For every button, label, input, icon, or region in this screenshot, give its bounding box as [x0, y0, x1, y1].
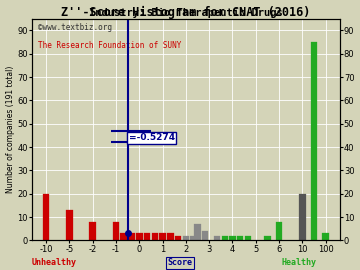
- Bar: [311, 42, 317, 241]
- Bar: [299, 194, 306, 241]
- Bar: [89, 222, 96, 241]
- Bar: [113, 222, 119, 241]
- Bar: [43, 194, 49, 241]
- Bar: [221, 236, 228, 241]
- Bar: [144, 234, 150, 241]
- Y-axis label: Number of companies (191 total): Number of companies (191 total): [5, 66, 14, 193]
- Bar: [237, 236, 243, 241]
- Bar: [213, 236, 220, 241]
- Text: Healthy: Healthy: [281, 258, 316, 267]
- Bar: [152, 234, 158, 241]
- Bar: [183, 236, 189, 241]
- Bar: [129, 234, 135, 241]
- Bar: [323, 234, 329, 241]
- Text: Unhealthy: Unhealthy: [32, 258, 76, 267]
- Bar: [66, 210, 73, 241]
- Bar: [202, 231, 208, 241]
- Bar: [229, 236, 236, 241]
- Title: Z''-Score Histogram for CNAT (2016): Z''-Score Histogram for CNAT (2016): [61, 6, 311, 19]
- Bar: [245, 236, 251, 241]
- Bar: [276, 222, 282, 241]
- Bar: [194, 224, 201, 241]
- Text: The Research Foundation of SUNY: The Research Foundation of SUNY: [38, 41, 182, 50]
- Bar: [264, 236, 271, 241]
- Bar: [121, 234, 127, 241]
- Bar: [159, 234, 166, 241]
- Bar: [175, 236, 181, 241]
- Bar: [136, 234, 143, 241]
- Text: ©www.textbiz.org: ©www.textbiz.org: [38, 23, 112, 32]
- Text: =-0.5274: =-0.5274: [129, 133, 175, 142]
- Text: Industry: Bio Therapeutic Drugs: Industry: Bio Therapeutic Drugs: [89, 8, 283, 18]
- Text: Score: Score: [167, 258, 193, 267]
- Bar: [167, 234, 174, 241]
- Bar: [190, 236, 197, 241]
